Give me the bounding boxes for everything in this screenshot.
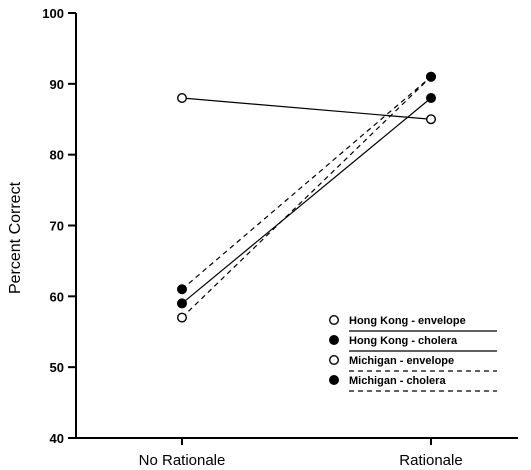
series-2-point [426, 92, 437, 103]
series-2-point [176, 298, 187, 309]
series-1-point [426, 114, 437, 125]
y-tick-label: 70 [50, 219, 64, 234]
legend-label: Michigan - cholera [349, 375, 446, 387]
series-line-3 [181, 76, 432, 319]
x-tick-label: Rationale [399, 452, 462, 469]
series-line-2 [181, 97, 432, 304]
series-line-1 [181, 97, 432, 120]
y-tick-label: 50 [50, 360, 64, 375]
legend: Hong Kong - envelope Hong Kong - cholera M… [329, 315, 497, 392]
y-tick-label: 100 [42, 6, 64, 21]
y-tick-label: 80 [50, 148, 64, 163]
legend-marker [329, 315, 340, 326]
plot-area: 40 50 60 70 80 90 100 No Rationale Rationale [42, 6, 518, 469]
series-line-4 [181, 76, 432, 290]
legend-label: Hong Kong - cholera [349, 335, 458, 347]
y-tick-label: 60 [50, 289, 64, 304]
y-axis-label: Percent Correct [7, 181, 24, 294]
legend-label: Hong Kong - envelope [349, 315, 466, 327]
legend-label: Michigan - envelope [349, 355, 454, 367]
series-1-point [176, 92, 187, 103]
series-3-point [176, 312, 187, 323]
legend-marker [329, 335, 340, 346]
series-4-point [176, 284, 187, 295]
y-tick-label: 90 [50, 77, 64, 92]
y-tick-label: 40 [50, 431, 64, 446]
series-4-point [426, 71, 437, 82]
x-tick-label: No Rationale [139, 452, 226, 469]
legend-marker [329, 375, 340, 386]
legend-marker [329, 355, 340, 366]
